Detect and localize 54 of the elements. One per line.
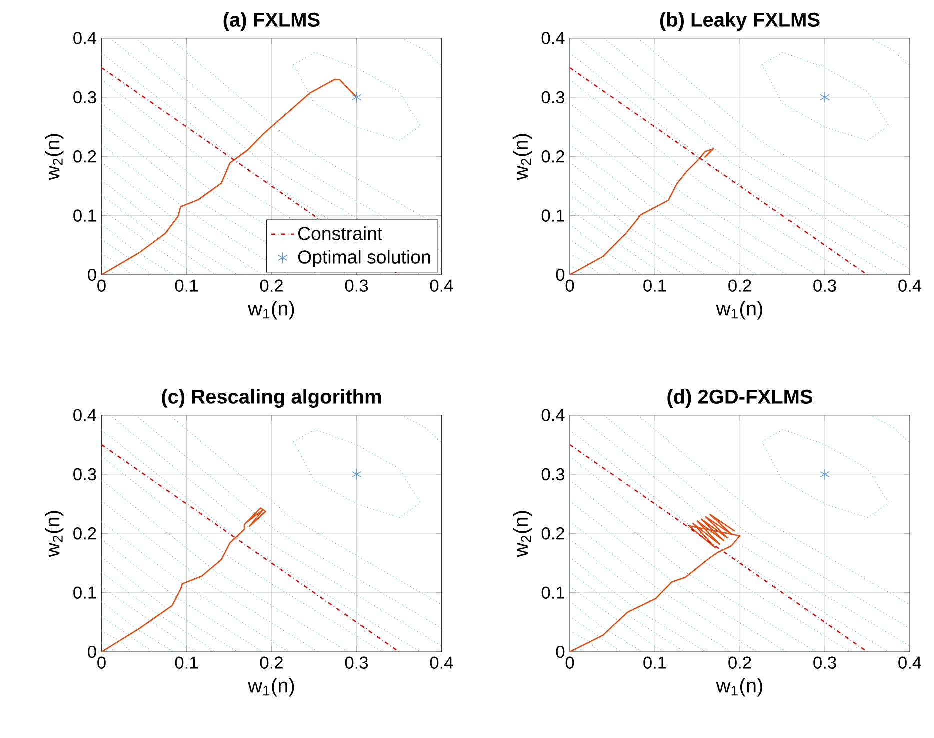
y-axis-title: w$_{2}$(n)	[513, 134, 532, 180]
x-tick-label: 0.4	[898, 280, 922, 292]
y-tick-label: 0.1	[542, 586, 564, 599]
x-tick-label: 0.1	[644, 656, 666, 669]
x-tick-label: 0.4	[430, 656, 454, 669]
x-tick-label: 0.3	[814, 280, 836, 292]
chart-title: (a) FXLMS	[224, 12, 320, 31]
chart-title: (b) Leaky FXLMS	[660, 12, 820, 31]
y-tick-label: 0.1	[74, 586, 96, 599]
x-tick-label: 0.2	[728, 280, 752, 292]
chart-title: (c) Rescaling algorithm	[162, 389, 382, 408]
legend-label: Constraint	[298, 226, 382, 240]
y-tick-label: 0.1	[74, 210, 96, 222]
y-tick-label: 0.4	[74, 409, 97, 422]
y-tick-label: 0.1	[542, 210, 564, 222]
y-tick-label: 0.2	[74, 528, 96, 540]
y-tick-label: 0.2	[542, 528, 564, 540]
x-axis-title: w$_{1}$(n)	[716, 301, 762, 320]
legend-label: Optimal solution	[298, 250, 430, 268]
y-tick-label: 0.4	[542, 32, 565, 44]
y-tick-label: 0.4	[74, 32, 97, 44]
x-tick-label: 0.4	[430, 280, 454, 292]
x-tick-label: 0.3	[345, 656, 368, 669]
x-tick-label: 0	[98, 280, 106, 292]
x-tick-label: 0	[98, 656, 106, 669]
x-tick-label: 0	[566, 656, 574, 669]
y-tick-label: 0.3	[542, 91, 565, 104]
x-tick-label: 0.1	[175, 656, 198, 669]
x-tick-label: 0.2	[260, 280, 283, 292]
x-tick-label: 0.2	[260, 656, 283, 669]
y-tick-label: 0	[556, 646, 565, 658]
x-axis-title: w$_{1}$(n)	[716, 678, 762, 697]
y-tick-label: 0	[556, 268, 565, 282]
y-tick-label: 0.4	[542, 409, 565, 422]
x-tick-label: 0.4	[898, 656, 922, 669]
x-tick-label: 0.1	[644, 280, 666, 292]
x-axis-title: w$_{1}$(n)	[248, 301, 294, 320]
x-tick-label: 0.3	[814, 656, 836, 669]
y-tick-label: 0.2	[74, 150, 96, 163]
x-tick-label: 0.3	[345, 280, 368, 292]
y-axis-title: w$_{2}$(n)	[513, 511, 532, 558]
y-axis-title: w$_{2}$(n)	[45, 134, 64, 180]
chart-title: (d) 2GD-FXLMS	[668, 389, 813, 408]
y-tick-label: 0.3	[542, 468, 565, 481]
x-tick-label: 0	[566, 280, 574, 292]
x-tick-label: 0.2	[728, 656, 752, 669]
y-tick-label: 0.2	[542, 150, 564, 163]
y-tick-label: 0.3	[74, 468, 96, 481]
x-axis-title: w$_{1}$(n)	[248, 678, 294, 697]
y-tick-label: 0	[88, 268, 96, 282]
y-tick-label: 0	[88, 646, 96, 658]
y-axis-title: w$_{2}$(n)	[45, 511, 64, 558]
x-tick-label: 0.1	[175, 280, 198, 292]
y-tick-label: 0.3	[74, 91, 96, 104]
